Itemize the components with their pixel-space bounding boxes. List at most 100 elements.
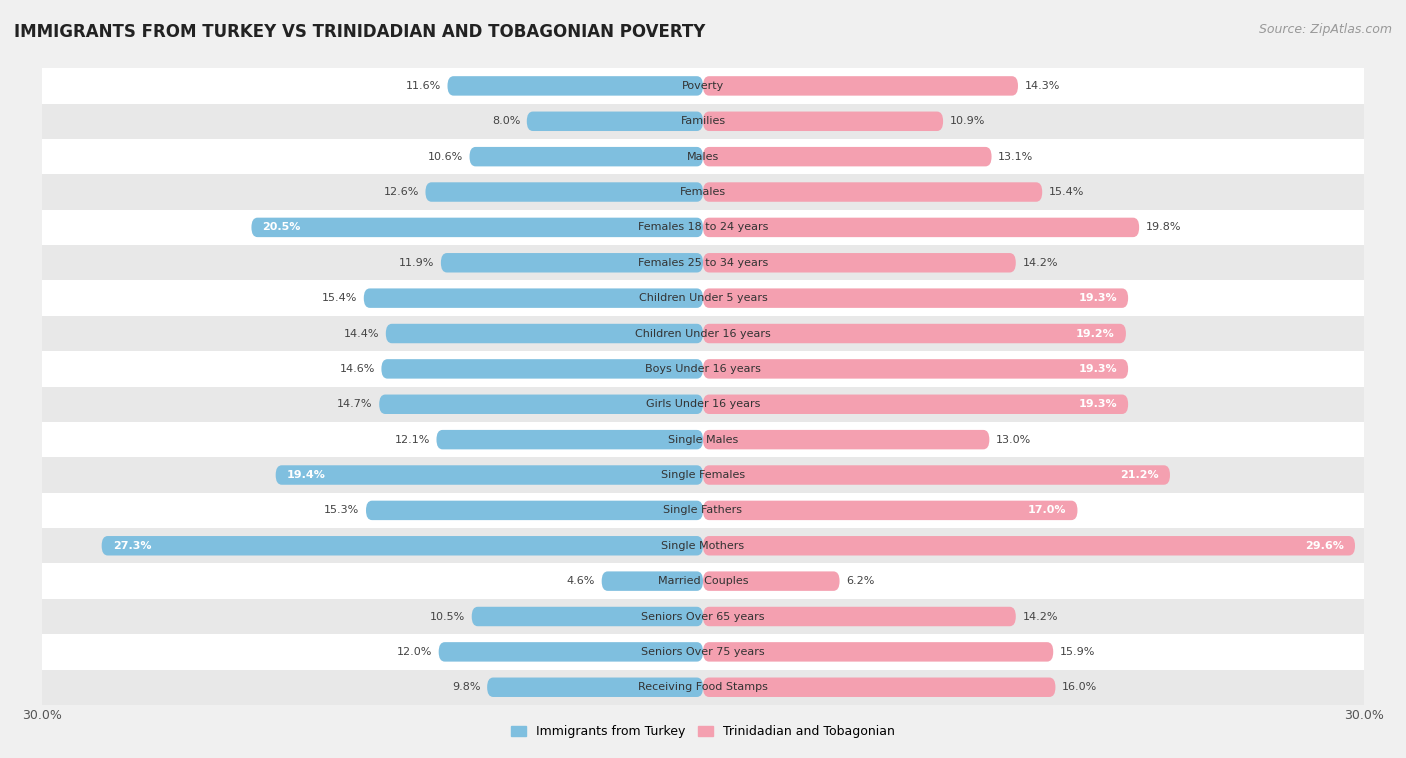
- Bar: [42, 351, 1364, 387]
- Text: Seniors Over 65 years: Seniors Over 65 years: [641, 612, 765, 622]
- Text: Boys Under 16 years: Boys Under 16 years: [645, 364, 761, 374]
- Text: 9.8%: 9.8%: [451, 682, 481, 692]
- Bar: [42, 422, 1364, 457]
- Text: 19.2%: 19.2%: [1076, 328, 1115, 339]
- FancyBboxPatch shape: [381, 359, 703, 379]
- Text: Females: Females: [681, 187, 725, 197]
- FancyBboxPatch shape: [703, 572, 839, 591]
- FancyBboxPatch shape: [380, 395, 703, 414]
- Text: 13.0%: 13.0%: [995, 434, 1031, 445]
- Bar: [42, 316, 1364, 351]
- FancyBboxPatch shape: [703, 501, 1077, 520]
- Text: 13.1%: 13.1%: [998, 152, 1033, 161]
- Text: 10.6%: 10.6%: [427, 152, 463, 161]
- FancyBboxPatch shape: [527, 111, 703, 131]
- Text: 12.1%: 12.1%: [395, 434, 430, 445]
- Text: 15.3%: 15.3%: [325, 506, 360, 515]
- Text: 21.2%: 21.2%: [1121, 470, 1159, 480]
- FancyBboxPatch shape: [364, 289, 703, 308]
- FancyBboxPatch shape: [602, 572, 703, 591]
- Bar: [42, 68, 1364, 104]
- Text: 29.6%: 29.6%: [1305, 540, 1344, 551]
- Text: 19.3%: 19.3%: [1078, 293, 1118, 303]
- Text: Children Under 16 years: Children Under 16 years: [636, 328, 770, 339]
- FancyBboxPatch shape: [703, 253, 1015, 273]
- Text: 10.5%: 10.5%: [430, 612, 465, 622]
- Bar: [42, 599, 1364, 634]
- Text: Single Females: Single Females: [661, 470, 745, 480]
- FancyBboxPatch shape: [101, 536, 703, 556]
- Text: 19.4%: 19.4%: [287, 470, 326, 480]
- Text: 12.0%: 12.0%: [396, 647, 432, 657]
- FancyBboxPatch shape: [441, 253, 703, 273]
- Text: Poverty: Poverty: [682, 81, 724, 91]
- Text: 14.3%: 14.3%: [1025, 81, 1060, 91]
- Text: 19.3%: 19.3%: [1078, 399, 1118, 409]
- FancyBboxPatch shape: [366, 501, 703, 520]
- Text: 19.3%: 19.3%: [1078, 364, 1118, 374]
- Bar: [42, 210, 1364, 245]
- Text: 15.4%: 15.4%: [322, 293, 357, 303]
- FancyBboxPatch shape: [447, 76, 703, 96]
- FancyBboxPatch shape: [276, 465, 703, 485]
- Text: 15.4%: 15.4%: [1049, 187, 1084, 197]
- Text: 20.5%: 20.5%: [263, 222, 301, 233]
- Text: Males: Males: [688, 152, 718, 161]
- Bar: [42, 669, 1364, 705]
- Text: 10.9%: 10.9%: [949, 116, 986, 127]
- FancyBboxPatch shape: [426, 183, 703, 202]
- Text: IMMIGRANTS FROM TURKEY VS TRINIDADIAN AND TOBAGONIAN POVERTY: IMMIGRANTS FROM TURKEY VS TRINIDADIAN AN…: [14, 23, 706, 41]
- FancyBboxPatch shape: [703, 289, 1128, 308]
- Text: Married Couples: Married Couples: [658, 576, 748, 586]
- FancyBboxPatch shape: [703, 606, 1015, 626]
- Text: 11.6%: 11.6%: [405, 81, 441, 91]
- Bar: [42, 139, 1364, 174]
- FancyBboxPatch shape: [703, 465, 1170, 485]
- FancyBboxPatch shape: [252, 218, 703, 237]
- Text: 17.0%: 17.0%: [1028, 506, 1066, 515]
- FancyBboxPatch shape: [703, 395, 1128, 414]
- Bar: [42, 387, 1364, 422]
- Text: Receiving Food Stamps: Receiving Food Stamps: [638, 682, 768, 692]
- Text: 4.6%: 4.6%: [567, 576, 595, 586]
- Bar: [42, 280, 1364, 316]
- Bar: [42, 634, 1364, 669]
- Bar: [42, 104, 1364, 139]
- Text: Single Fathers: Single Fathers: [664, 506, 742, 515]
- Text: 14.2%: 14.2%: [1022, 258, 1057, 268]
- Text: 8.0%: 8.0%: [492, 116, 520, 127]
- FancyBboxPatch shape: [703, 642, 1053, 662]
- Text: Children Under 5 years: Children Under 5 years: [638, 293, 768, 303]
- Text: Females 18 to 24 years: Females 18 to 24 years: [638, 222, 768, 233]
- FancyBboxPatch shape: [703, 183, 1042, 202]
- Bar: [42, 493, 1364, 528]
- FancyBboxPatch shape: [703, 111, 943, 131]
- FancyBboxPatch shape: [385, 324, 703, 343]
- FancyBboxPatch shape: [470, 147, 703, 167]
- FancyBboxPatch shape: [703, 359, 1128, 379]
- FancyBboxPatch shape: [703, 218, 1139, 237]
- Text: 16.0%: 16.0%: [1062, 682, 1097, 692]
- Text: Single Males: Single Males: [668, 434, 738, 445]
- Text: 11.9%: 11.9%: [399, 258, 434, 268]
- Bar: [42, 457, 1364, 493]
- Text: Females 25 to 34 years: Females 25 to 34 years: [638, 258, 768, 268]
- Bar: [42, 174, 1364, 210]
- FancyBboxPatch shape: [471, 606, 703, 626]
- Text: Single Mothers: Single Mothers: [661, 540, 745, 551]
- Text: 6.2%: 6.2%: [846, 576, 875, 586]
- FancyBboxPatch shape: [703, 76, 1018, 96]
- Text: Girls Under 16 years: Girls Under 16 years: [645, 399, 761, 409]
- Text: Source: ZipAtlas.com: Source: ZipAtlas.com: [1258, 23, 1392, 36]
- Text: 14.4%: 14.4%: [343, 328, 380, 339]
- FancyBboxPatch shape: [703, 430, 990, 449]
- FancyBboxPatch shape: [703, 324, 1126, 343]
- Text: 12.6%: 12.6%: [384, 187, 419, 197]
- FancyBboxPatch shape: [703, 536, 1355, 556]
- FancyBboxPatch shape: [486, 678, 703, 697]
- FancyBboxPatch shape: [436, 430, 703, 449]
- Text: 14.6%: 14.6%: [339, 364, 375, 374]
- Text: Seniors Over 75 years: Seniors Over 75 years: [641, 647, 765, 657]
- Text: 14.7%: 14.7%: [337, 399, 373, 409]
- Bar: [42, 528, 1364, 563]
